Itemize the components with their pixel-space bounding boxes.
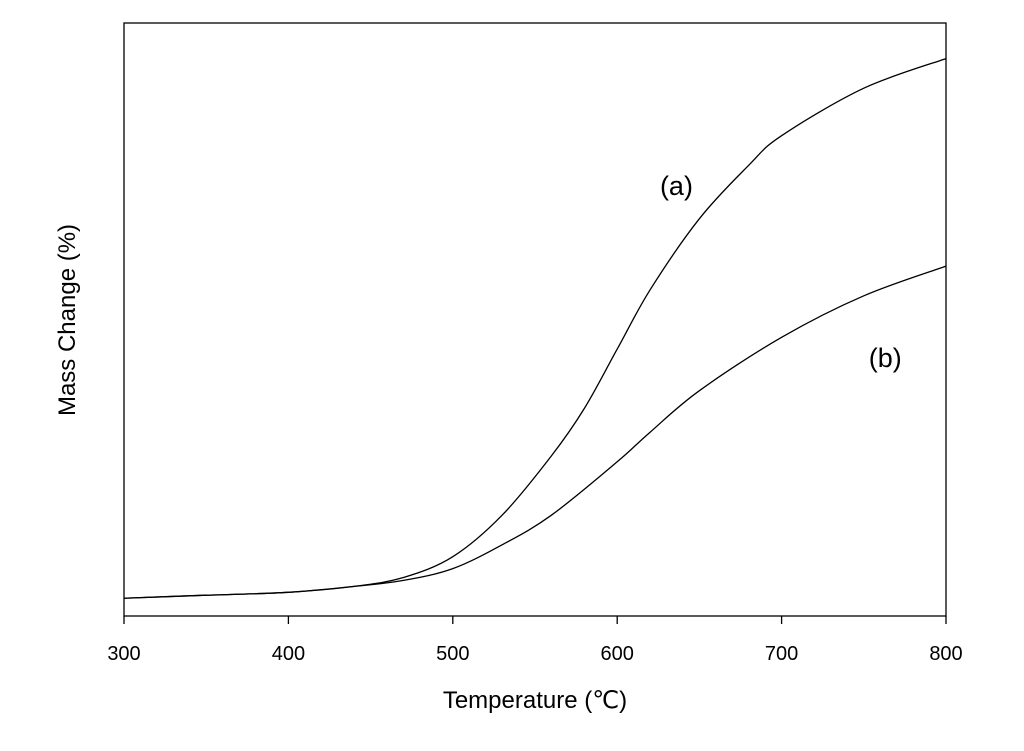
x-axis-title: Temperature (℃) <box>443 687 627 714</box>
series-line-1 <box>123 265 947 599</box>
curve-labels-layer: (a) (b) <box>660 171 902 373</box>
x-tick-label-400: 400 <box>272 643 305 665</box>
series-label-0: (a) <box>660 171 693 201</box>
plot-frame <box>123 22 947 617</box>
x-tick-label-800: 800 <box>929 643 962 665</box>
x-tick-label-300: 300 <box>107 643 140 665</box>
x-axis-ticks: 300 400 500 600 700 800 <box>107 616 963 665</box>
x-tick-label-700: 700 <box>765 643 798 665</box>
x-tick-label-500: 500 <box>436 643 469 665</box>
curves-layer <box>123 57 947 599</box>
series-label-1: (b) <box>869 343 902 373</box>
series-line-0 <box>123 57 947 599</box>
y-axis-title: Mass Change (%) <box>54 224 81 416</box>
x-tick-label-600: 600 <box>601 643 634 665</box>
